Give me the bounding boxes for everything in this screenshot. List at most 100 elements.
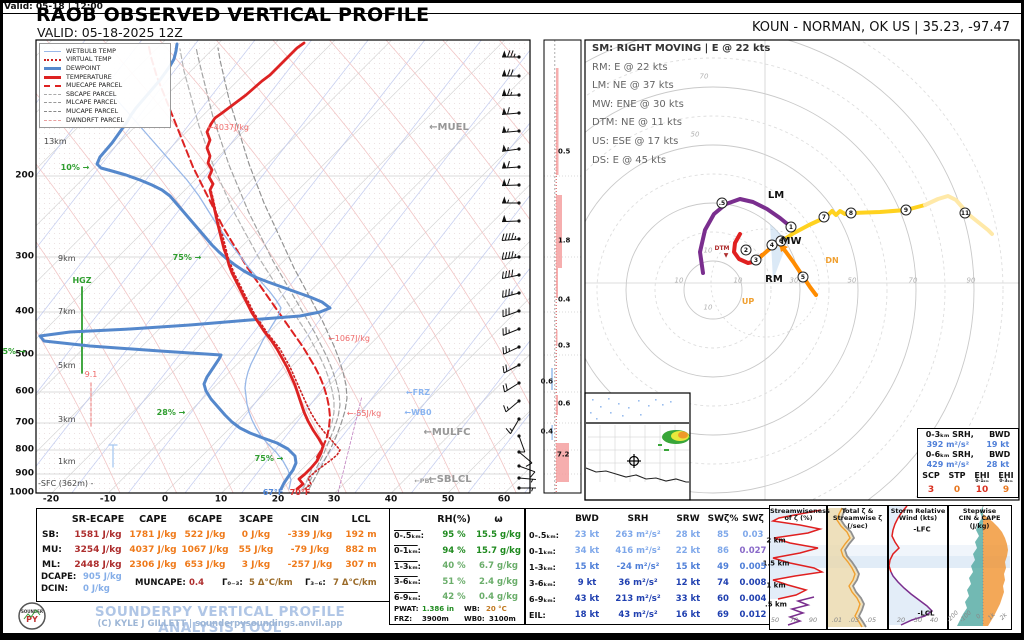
shear-value: 69 xyxy=(717,610,729,620)
shear-value: 0.005 xyxy=(739,562,767,572)
thermodynamics-table: SR-ECAPE CAPE 6CAPE 3CAPE CIN LCL SB: 1581 J/kg… xyxy=(36,508,390,602)
svg-text:11: 11 xyxy=(961,210,969,217)
shear-value: 49 xyxy=(717,562,729,572)
rh-header: RH(%) xyxy=(437,514,471,526)
stepwise-cape-panel: Stepwise CIN & CAPE (J/kg) xyxy=(947,505,1012,630)
legend-label: MUECAPE PARCEL xyxy=(66,82,123,90)
moisture-row-label: 0-1ₖₘ: xyxy=(394,546,421,556)
shear-row-label: 3-6ₖₘ: xyxy=(529,578,556,588)
mini-panels-graphics xyxy=(769,505,1010,628)
wb0-label: WB0: xyxy=(464,615,485,623)
legend-swatch xyxy=(44,102,61,104)
thermo-header: CAPE xyxy=(139,514,167,525)
storm-motion-line: MW: ENE @ 30 kts xyxy=(592,98,684,110)
dcape-label: DCAPE: xyxy=(41,572,77,582)
legend-item: TEMPERATURE xyxy=(44,73,166,82)
moisture-row-label: 0-.5ₖₘ: xyxy=(394,530,424,540)
shear-row-label: EIL: xyxy=(529,610,546,620)
svg-text:.5: .5 xyxy=(719,200,725,207)
shear-value: 9 kt xyxy=(577,578,597,588)
shear-value: 22 kt xyxy=(675,546,701,556)
shear-header: SWζ% xyxy=(707,514,739,524)
svg-text:4: 4 xyxy=(770,242,774,249)
lapse-36-label: Γ₃₋₆: xyxy=(305,578,326,588)
shear-value: 74 xyxy=(717,578,729,588)
shear-value: 43 m²/s² xyxy=(618,610,658,620)
thermo-value: 882 m xyxy=(345,544,377,555)
streamwiseness-panel: Streamwiseness of ζ (%) xyxy=(769,505,830,630)
footer-credit: (C) KYLE J GILLETT | sounderpysoundings.… xyxy=(97,619,343,629)
bwd-06-label: BWD xyxy=(989,450,1011,459)
stp-header: STP xyxy=(948,471,966,480)
omega-value: 0.4 g/kg xyxy=(479,592,518,603)
thermo-value: 192 m xyxy=(345,529,377,540)
legend-swatch xyxy=(44,58,61,61)
thermo-header: 3CAPE xyxy=(238,514,274,525)
rh-value: 42 % xyxy=(442,592,466,603)
srh-06-label: 0-6ₖₘ SRH, xyxy=(925,450,974,459)
shear-row-label: 6-9ₖₘ: xyxy=(529,594,556,604)
svg-text:8: 8 xyxy=(849,210,853,217)
svg-text:5: 5 xyxy=(801,274,805,281)
legend-swatch xyxy=(44,66,61,70)
legend-swatch xyxy=(44,84,61,87)
pwat-value: 1.386 in xyxy=(422,605,454,613)
wind-barb-column xyxy=(501,50,536,492)
hodograph-trace: .5 1 23 46 5 7 8 9 11 xyxy=(698,194,994,297)
shear-value: 0.03 xyxy=(742,530,764,540)
shear-header: BWD xyxy=(575,514,599,524)
omega-strip xyxy=(544,40,581,493)
thermo-value: 0 J/kg xyxy=(241,529,271,540)
legend-label: MUCAPE PARCEL xyxy=(66,107,119,115)
moisture-row-label: 1-3ₖₘ: xyxy=(394,561,421,571)
legend-label: DWNDRFT PARCEL xyxy=(66,116,125,124)
shear-row-label: 0-1ₖₘ: xyxy=(529,546,556,556)
thermo-value: -339 J/kg xyxy=(287,529,333,540)
thermo-value: 1067 J/kg xyxy=(181,544,229,555)
svg-text:1: 1 xyxy=(789,224,793,231)
thermo-value: 1781 J/kg xyxy=(129,529,177,540)
dcape-value: 905 J/kg xyxy=(83,572,122,582)
shear-header: SRW xyxy=(676,514,700,524)
storm-motion-line: DTM: NE @ 11 kts xyxy=(592,117,682,129)
omega-header: ω xyxy=(494,514,503,526)
shear-row-label: 1-3ₖₘ: xyxy=(529,562,556,572)
wb-value: 20 °C xyxy=(486,605,507,613)
rh-value: 95 % xyxy=(442,530,466,541)
frz-value: 3900m xyxy=(422,615,449,623)
svg-text:SOUNDER: SOUNDER xyxy=(21,609,43,614)
shear-value: 12 kt xyxy=(675,578,701,588)
omega-value: 15.5 g/kg xyxy=(476,530,521,541)
srh-06-value: 429 m²/s² xyxy=(926,460,970,469)
svg-text:PY: PY xyxy=(26,615,38,624)
legend-item: MUECAPE PARCEL xyxy=(44,81,166,90)
legend-swatch xyxy=(44,75,61,79)
shear-value: 36 m²/s² xyxy=(618,578,658,588)
thermo-value: 3 J/kg xyxy=(241,559,271,570)
svg-text:2: 2 xyxy=(744,247,748,254)
thermo-header: SR-ECAPE xyxy=(71,514,125,525)
srh-03-label: 0-3ₖₘ SRH, xyxy=(925,430,974,439)
legend-item: DEWPOINT xyxy=(44,64,166,73)
svg-text:3: 3 xyxy=(754,257,758,264)
shear-value: 85 xyxy=(717,530,729,540)
ehi01-value: 10 xyxy=(975,484,989,495)
shear-header: SRH xyxy=(627,514,649,524)
shear-value: 33 kt xyxy=(675,594,701,604)
legend-label: WETBULB TEMP xyxy=(66,47,116,55)
srw-panel: Storm Relative Wind (kts) xyxy=(887,505,949,630)
shear-value: 60 xyxy=(717,594,729,604)
omega-value: 2.4 g/kg xyxy=(479,576,518,587)
storm-motion-line: LM: NE @ 37 kts xyxy=(592,80,674,92)
shear-value: 23 kt xyxy=(574,530,600,540)
legend-label: VIRTUAL TEMP xyxy=(66,56,112,64)
legend-label: TEMPERATURE xyxy=(66,73,112,81)
storm-motion-line: DS: E @ 45 kts xyxy=(592,154,667,166)
rh-value: 51 % xyxy=(442,576,466,587)
muncape-label: MUNCAPE: xyxy=(135,578,186,588)
storm-motion-block: SM: RIGHT MOVING | E @ 22 kts RM: E @ 22 … xyxy=(592,43,770,173)
omega-value: 6.7 g/kg xyxy=(479,561,518,572)
shear-row-label: 0-.5ₖₘ: xyxy=(529,530,559,540)
ehi01-header: EHI 0-1ₖₘ xyxy=(974,471,990,484)
lapse-03-label: Γ₀₋₃: xyxy=(222,578,243,588)
